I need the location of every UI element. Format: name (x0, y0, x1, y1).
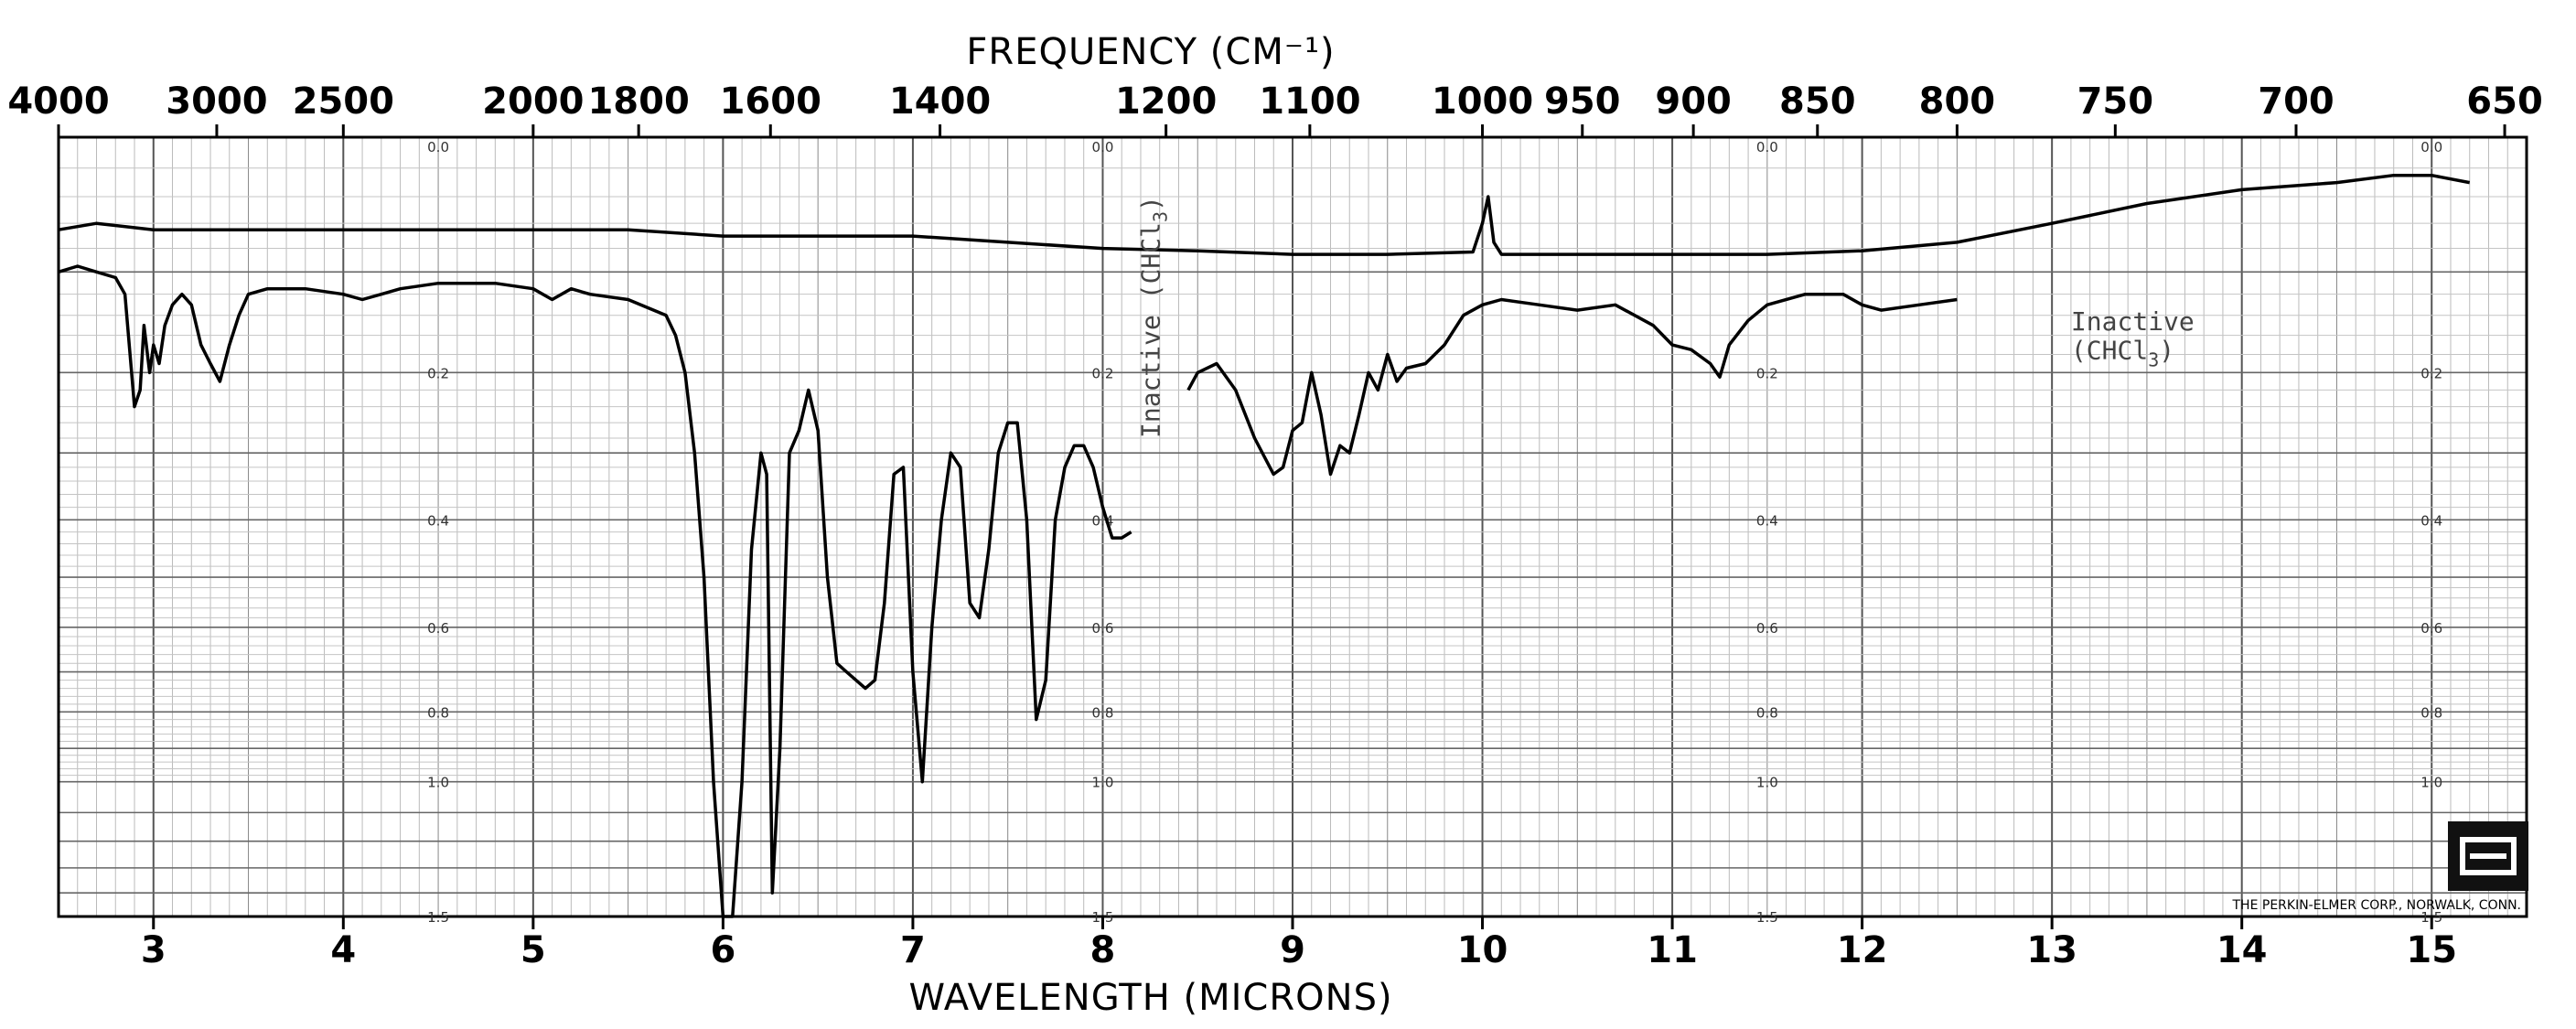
wavelength-tick-label: 13 (2026, 929, 2077, 971)
spectrum-series-3 (58, 173, 2471, 256)
frequency-tick-label: 2000 (482, 80, 584, 123)
wavelength-tick-label: 10 (1457, 929, 1508, 971)
absorbance-tick-label: 0.4 (1756, 512, 1778, 529)
frequency-tick-label: 950 (1544, 80, 1621, 123)
wavelength-tick-label: 15 (2406, 929, 2457, 971)
absorbance-tick-label: 0.0 (2420, 139, 2442, 155)
absorbance-tick-label: 0.6 (427, 620, 449, 637)
absorbance-tick-label: 0.8 (2420, 704, 2442, 721)
absorbance-tick-label: 1.5 (427, 909, 449, 926)
absorbance-tick-label: 1.0 (1092, 775, 1114, 791)
absorbance-tick-label: 0.4 (427, 512, 449, 529)
absorbance-tick-label: 0.8 (1756, 704, 1778, 721)
series-layer (58, 173, 2471, 918)
absorbance-tick-label: 0.0 (1092, 139, 1114, 155)
wavelength-tick-label: 5 (521, 929, 546, 971)
wavelength-tick-label: 7 (900, 929, 926, 971)
absorbance-tick-label: 1.0 (2420, 775, 2442, 791)
frequency-tick-label: 1000 (1432, 80, 1533, 123)
grid (58, 136, 2528, 917)
absorbance-tick-label: 1.5 (1756, 909, 1778, 926)
wavelength-tick-label: 14 (2216, 929, 2268, 971)
wavelength-tick-label: 4 (330, 929, 356, 971)
wavelength-ticks: 3 4 5 6 7 8 9 10 11 12 13 14 15 (141, 916, 2457, 971)
wavelength-tick-label: 6 (710, 929, 735, 971)
perkin-elmer-logo (2448, 821, 2528, 891)
inactive-note: Inactive (CHCl3) (1136, 196, 1172, 438)
frequency-tick-label: 900 (1655, 80, 1732, 123)
absorbance-tick-label: 1.0 (427, 775, 449, 791)
spectrum-series-1 (58, 264, 1132, 918)
frequency-tick-label: 1200 (1115, 80, 1217, 123)
absorbance-tick-label: 0.0 (1756, 139, 1778, 155)
frequency-ticks: 4000 3000 2500 2000 1800 1600 1400 1200 1100 1000… (7, 80, 2543, 137)
wavelength-tick-label: 9 (1280, 929, 1305, 971)
frequency-tick-label: 1400 (889, 80, 991, 123)
absorbance-tick-label: 0.4 (1092, 512, 1114, 529)
absorbance-tick-label: 0.8 (1092, 704, 1114, 721)
wavelength-tick-label: 11 (1647, 929, 1698, 971)
absorbance-tick-label: 0.6 (2420, 620, 2442, 637)
frequency-tick-label: 650 (2466, 80, 2543, 123)
absorbance-tick-label: 0.2 (1756, 365, 1778, 381)
frequency-tick-label: 3000 (166, 80, 267, 123)
spectrum-series-2 (1186, 292, 1958, 477)
absorbance-tick-label: 0.6 (1092, 620, 1114, 637)
absorbance-tick-label: 0.8 (427, 704, 449, 721)
absorbance-tick-label: 0.4 (2420, 512, 2442, 529)
absorbance-tick-label: 0.6 (1756, 620, 1778, 637)
absorbance-tick-label: 0.2 (2420, 365, 2442, 381)
wavelength-tick-label: 12 (1837, 929, 1888, 971)
wavelength-tick-label: 8 (1090, 929, 1116, 971)
absorbance-tick-label: 0.2 (1092, 365, 1114, 381)
frequency-tick-label: 1800 (587, 80, 689, 123)
absorbance-tick-label: 0.2 (427, 365, 449, 381)
frequency-tick-label: 750 (2077, 80, 2154, 123)
frequency-tick-label: 800 (1919, 80, 1996, 123)
absorbance-tick-label: 1.0 (1756, 775, 1778, 791)
frequency-tick-label: 850 (1779, 80, 1856, 123)
wavelength-tick-label: 3 (141, 929, 166, 971)
wavelength-axis-title: WAVELENGTH (MICRONS) (908, 977, 1392, 1019)
frequency-tick-label: 2500 (293, 80, 394, 123)
frequency-tick-label: 1600 (720, 80, 821, 123)
manufacturer-credit: THE PERKIN-ELMER CORP., NORWALK, CONN. (2232, 898, 2522, 913)
frequency-tick-label: 700 (2258, 80, 2334, 123)
absorbance-tick-label: 0.0 (427, 139, 449, 155)
frequency-axis-title: FREQUENCY (CM⁻¹) (966, 31, 1335, 73)
frequency-tick-label: 1100 (1259, 80, 1360, 123)
frequency-tick-label: 4000 (7, 80, 109, 123)
inactive-note: Inactive (2071, 306, 2195, 337)
